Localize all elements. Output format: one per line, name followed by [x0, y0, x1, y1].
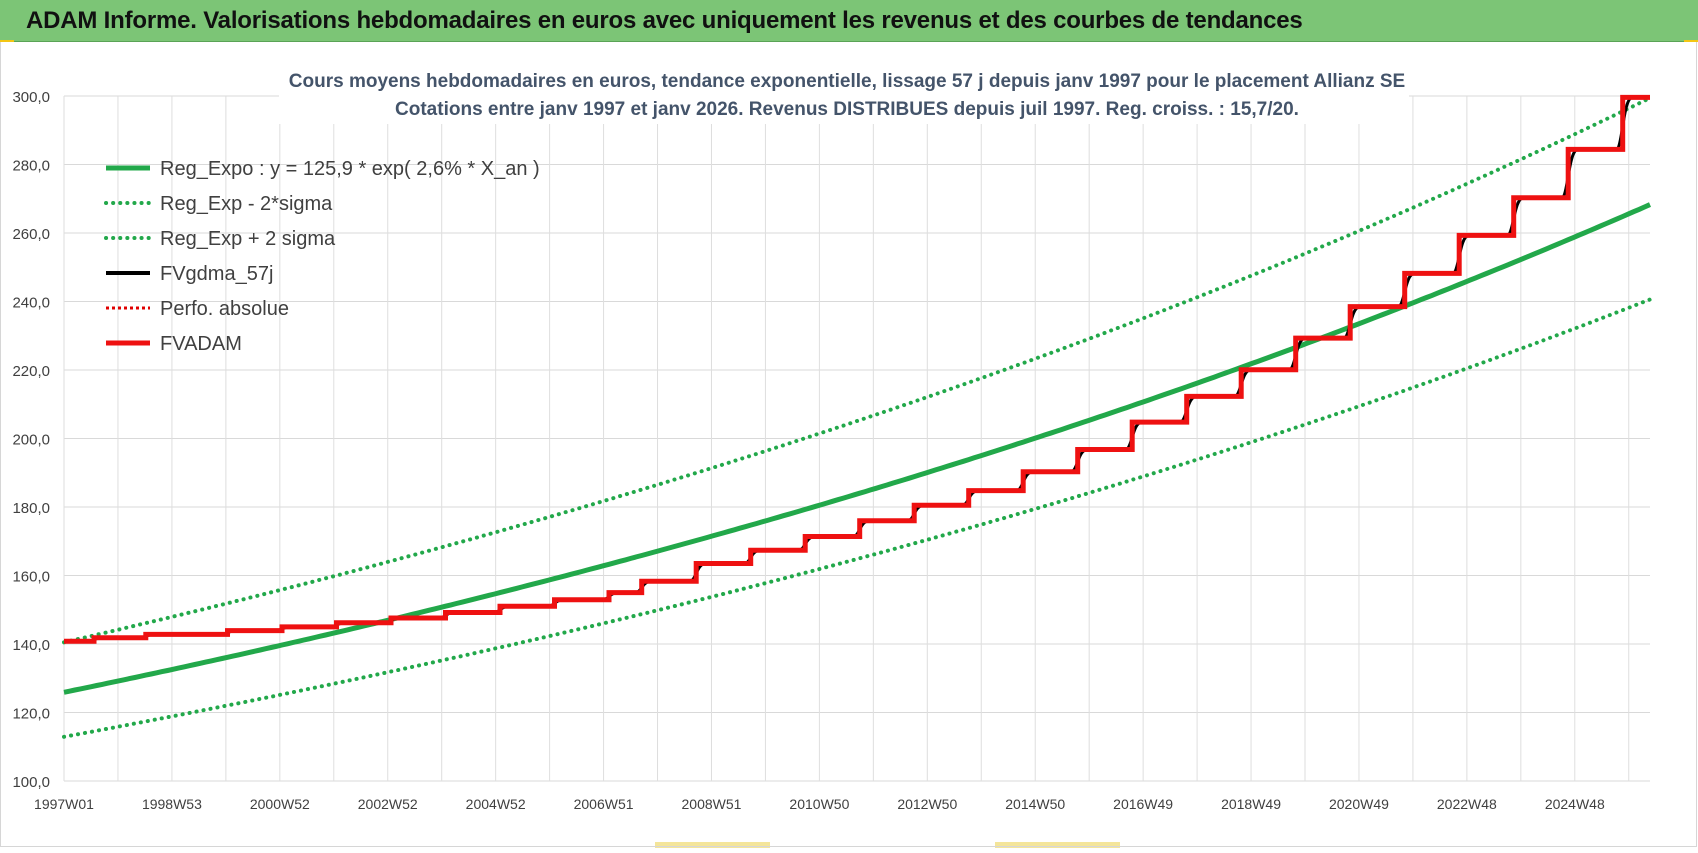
report-banner: ADAM Informe. Valorisations hebdomadaire…	[0, 0, 1698, 42]
x-tick-label: 2020W49	[1329, 796, 1389, 812]
x-tick-label: 2014W50	[1005, 796, 1065, 812]
x-tick-label: 2008W51	[682, 796, 742, 812]
chart-area: 100,0 120,0 140,0 160,0 180,0 200,0 220,0 240,0…	[0, 42, 1698, 848]
x-tick-label: 2010W50	[789, 796, 849, 812]
x-tick-label: 2022W48	[1437, 796, 1497, 812]
y-tick-label: 160,0	[12, 569, 50, 586]
report-title: ADAM Informe. Valorisations hebdomadaire…	[26, 7, 1303, 34]
y-tick-label: 140,0	[12, 637, 50, 654]
x-tick-label: 2024W48	[1545, 796, 1605, 812]
x-tick-label: 1998W53	[142, 796, 202, 812]
y-tick-label: 220,0	[12, 363, 50, 380]
title-background	[279, 62, 1409, 124]
line-chart: 100,0 120,0 140,0 160,0 180,0 200,0 220,0 240,0…	[0, 42, 1698, 848]
series-line-reg-expo	[63, 202, 1651, 695]
x-tick-label: 2000W52	[250, 796, 310, 812]
legend-label: Reg_Exp + 2 sigma	[160, 228, 336, 250]
series-line-lower-band	[62, 297, 1652, 739]
x-tick-label: 1997W01	[34, 796, 94, 812]
y-tick-label: 200,0	[12, 432, 50, 449]
y-tick-label: 180,0	[12, 500, 50, 517]
chart-title-line-2: Cotations entre janv 1997 et janv 2026. …	[395, 99, 1299, 120]
y-tick-label: 260,0	[12, 226, 50, 243]
chart-background	[0, 42, 1698, 848]
y-axis-ticks: 100,0 120,0 140,0 160,0 180,0 200,0 220,0 240,0…	[12, 89, 50, 791]
bottom-tab-strip-1	[655, 842, 770, 848]
legend-label: Reg_Exp - 2*sigma	[160, 193, 333, 215]
x-tick-label: 2018W49	[1221, 796, 1281, 812]
y-tick-label: 280,0	[12, 158, 50, 175]
legend-label: Reg_Expo : y = 125,9 * exp( 2,6% * X_an …	[160, 158, 540, 180]
y-tick-label: 240,0	[12, 295, 50, 312]
x-axis-ticks: 1997W01 1998W53 2000W52 2002W52 2004W52 2006W…	[34, 796, 1605, 812]
x-tick-label: 2006W51	[574, 796, 634, 812]
y-tick-label: 120,0	[12, 706, 50, 723]
series-group	[62, 94, 1652, 739]
bottom-tab-strip-2	[995, 842, 1120, 848]
series-line-upper-band	[62, 96, 1652, 645]
x-tick-label: 2002W52	[358, 796, 418, 812]
legend-label: Perfo. absolue	[160, 298, 289, 320]
y-tick-label: 300,0	[12, 89, 50, 106]
x-tick-label: 2016W49	[1113, 796, 1173, 812]
y-tick-label: 100,0	[12, 774, 50, 791]
x-tick-label: 2012W50	[897, 796, 957, 812]
legend-label: FVgdma_57j	[160, 263, 273, 285]
legend-label: FVADAM	[160, 333, 242, 355]
x-tick-label: 2004W52	[466, 796, 526, 812]
chart-legend: Reg_Expo : y = 125,9 * exp( 2,6% * X_an …	[104, 158, 540, 355]
chart-title-line-1: Cours moyens hebdomadaires en euros, ten…	[289, 71, 1405, 92]
series-line-fvadam	[64, 94, 1650, 644]
